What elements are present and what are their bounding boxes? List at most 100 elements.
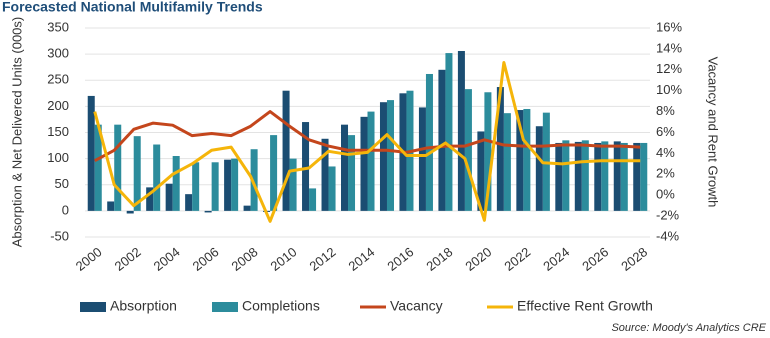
bar	[231, 158, 239, 211]
bar	[192, 162, 200, 211]
bar	[133, 136, 141, 211]
bar	[321, 138, 329, 211]
x-tick-label: 2024	[540, 244, 572, 274]
bar	[289, 158, 297, 211]
bar	[204, 210, 212, 213]
bar	[594, 142, 602, 211]
y2-tick-label: -4%	[656, 228, 680, 243]
bar	[562, 140, 570, 211]
x-tick-label: 2012	[306, 244, 338, 274]
bar	[224, 159, 232, 211]
bar	[535, 126, 543, 211]
source-note: Source: Moody's Analytics CRE	[611, 322, 766, 334]
bar	[640, 142, 648, 211]
bar	[153, 144, 161, 211]
x-tick-label: 2028	[618, 244, 650, 274]
bar	[464, 89, 472, 211]
line	[94, 110, 641, 163]
bar	[94, 124, 102, 211]
legend-label: Effective Rent Growth	[517, 298, 653, 314]
bar	[211, 162, 219, 211]
bar	[114, 124, 122, 211]
bar	[457, 50, 465, 211]
bar	[516, 110, 524, 211]
bar	[146, 187, 154, 211]
line	[93, 60, 641, 223]
y2-tick-label: 4%	[656, 145, 675, 160]
x-tick-label: 2010	[268, 244, 300, 274]
x-tick-label: 2020	[462, 244, 494, 274]
bar	[165, 183, 173, 211]
chart-title: Forecasted National Multifamily Trends	[2, 0, 263, 15]
x-tick-label: 2006	[190, 244, 222, 274]
bar	[386, 100, 394, 211]
bar	[250, 149, 258, 211]
bar	[523, 108, 531, 211]
bar	[341, 124, 349, 211]
bar	[613, 141, 621, 211]
y2-axis-title: Vacancy and Rent Growth	[706, 57, 721, 208]
y-tick-label: 300	[47, 46, 69, 61]
legend-label: Completions	[242, 298, 320, 314]
bar	[484, 92, 492, 211]
bar	[367, 111, 375, 211]
bar	[418, 107, 426, 211]
y-tick-label: 200	[47, 98, 69, 113]
y2-tick-label: 10%	[656, 82, 682, 97]
legend-swatch	[212, 302, 238, 312]
x-tick-label: 2026	[579, 244, 611, 274]
x-tick-label: 2002	[112, 244, 144, 274]
bar	[620, 142, 628, 211]
y-axis-title: Absorption & Net Delivered Units (000s)	[9, 17, 24, 248]
y-tick-label: 100	[47, 150, 69, 165]
legend-label: Absorption	[110, 298, 177, 314]
bar	[302, 122, 310, 211]
bar	[360, 116, 368, 211]
bar	[126, 210, 134, 214]
bar	[601, 141, 609, 211]
y2-tick-label: -2%	[656, 208, 680, 223]
bar	[445, 53, 453, 211]
y-tick-label: 50	[55, 176, 69, 191]
x-tick-label: 2022	[501, 244, 533, 274]
bar	[282, 90, 290, 211]
y2-tick-label: 6%	[656, 124, 675, 139]
bar	[477, 131, 485, 211]
y2-tick-label: 8%	[656, 103, 675, 118]
bar	[555, 142, 563, 211]
bar	[328, 166, 336, 211]
bar	[581, 140, 589, 211]
bar	[425, 73, 433, 211]
y2-tick-label: 0%	[656, 187, 675, 202]
bar	[309, 188, 317, 211]
y-tick-label: 0	[62, 202, 69, 217]
bar	[633, 142, 641, 211]
y2-tick-label: 16%	[656, 19, 682, 34]
bar	[574, 141, 582, 211]
x-tick-label: 2000	[73, 244, 105, 274]
y-tick-label: 350	[47, 19, 69, 34]
bar	[243, 205, 251, 211]
bar	[107, 201, 115, 211]
bar	[348, 135, 356, 211]
y2-tick-label: 2%	[656, 166, 675, 181]
legend-label: Vacancy	[390, 298, 443, 314]
x-tick-label: 2018	[423, 244, 455, 274]
bar	[172, 156, 180, 211]
x-tick-label: 2014	[345, 244, 377, 274]
y-tick-label: 250	[47, 72, 69, 87]
bar	[87, 95, 95, 211]
bar	[438, 69, 446, 211]
bar	[185, 194, 193, 211]
x-tick-label: 2008	[229, 244, 261, 274]
bar	[379, 102, 387, 211]
y2-tick-label: 14%	[656, 40, 682, 55]
y-tick-label: -50	[50, 228, 69, 243]
y-tick-label: 150	[47, 124, 69, 139]
x-tick-label: 2016	[384, 244, 416, 274]
x-tick-label: 2004	[151, 244, 183, 274]
legend-swatch	[80, 302, 106, 312]
y2-tick-label: 12%	[656, 61, 682, 76]
bar	[503, 113, 511, 211]
